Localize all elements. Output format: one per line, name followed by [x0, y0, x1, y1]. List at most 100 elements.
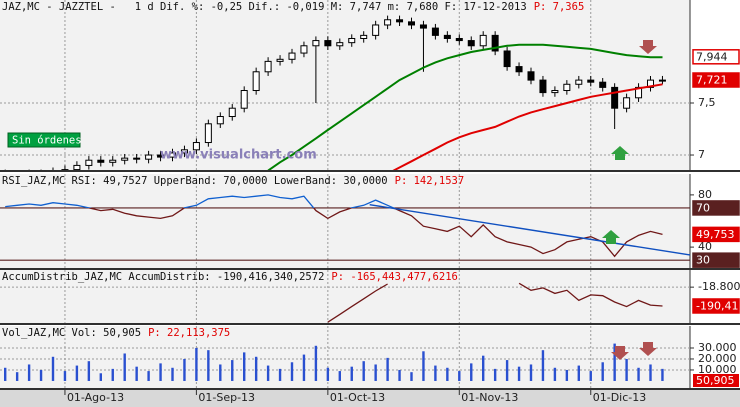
- bar: [458, 371, 461, 381]
- bar: [87, 361, 91, 381]
- arrow-down: [639, 40, 657, 54]
- bar: [338, 371, 341, 381]
- y-tick-label: 40: [698, 240, 712, 253]
- candle-body: [109, 159, 117, 163]
- panel-title-price: P: 7,365: [534, 1, 585, 13]
- candle-body: [384, 19, 392, 26]
- candle-body: [611, 86, 619, 109]
- y-tick-label: -18.800: [698, 280, 740, 293]
- candle-body: [324, 40, 332, 47]
- bar: [266, 365, 270, 381]
- panel: [0, 0, 690, 170]
- bar: [613, 343, 616, 381]
- panel: [0, 270, 690, 323]
- candle-body: [515, 66, 523, 73]
- bar: [649, 364, 652, 381]
- plot-area: [0, 174, 690, 268]
- bar: [302, 354, 306, 381]
- bar: [470, 363, 473, 381]
- panel-title-text: AccumDistrib_JAZ,MC AccumDistrib: -190,4…: [2, 271, 324, 283]
- watermark: www.visualchart.com: [160, 148, 317, 163]
- candle-body: [623, 97, 631, 109]
- panel-title: Vol_JAZ,MC Vol: 50,905 P: 22,113,375: [2, 327, 230, 339]
- candle-body: [180, 149, 188, 154]
- candle-body: [121, 157, 129, 161]
- bar: [290, 362, 294, 381]
- bar: [362, 361, 365, 381]
- candle-body: [658, 79, 666, 82]
- last-badge: [693, 374, 739, 387]
- bar: [195, 347, 198, 381]
- panel: [0, 174, 690, 268]
- bar: [111, 368, 114, 381]
- panel-title-text: JAZ,MC - JAZZTEL - 1 d Dif. %: -0,25 Dif…: [2, 1, 527, 13]
- bar: [374, 364, 377, 381]
- candle-body: [288, 52, 296, 60]
- candle-body: [443, 34, 451, 39]
- candle-body: [419, 24, 427, 29]
- bar: [183, 358, 186, 381]
- candle-body: [336, 42, 344, 47]
- y-tick-label: 30.000: [698, 341, 737, 354]
- candle-body: [61, 169, 69, 170]
- bar: [123, 353, 126, 381]
- bar: [243, 352, 246, 381]
- bar: [625, 358, 628, 381]
- candle-body: [599, 81, 607, 88]
- candle-body: [192, 142, 200, 151]
- candle-body: [455, 37, 463, 42]
- value-badge-label: 7,721: [696, 74, 728, 87]
- candle-body: [204, 123, 212, 144]
- bar: [15, 372, 19, 381]
- candle-body: [300, 45, 308, 54]
- bar: [63, 371, 67, 381]
- bar: [350, 366, 353, 381]
- candle-body: [431, 27, 439, 36]
- bar: [637, 367, 640, 381]
- candle-body: [563, 83, 571, 92]
- panel-title-price: P: -165,443,477,6216: [331, 271, 457, 283]
- bar: [254, 356, 258, 381]
- candle-body: [539, 79, 547, 94]
- candle-body: [169, 152, 176, 158]
- candle-body: [228, 107, 236, 118]
- y-tick-label: 80: [698, 188, 712, 201]
- arrow-up: [602, 230, 620, 244]
- bar: [159, 363, 162, 381]
- candle-body: [467, 40, 475, 47]
- x-axis-strip: [0, 390, 740, 407]
- bar: [326, 367, 330, 381]
- trendline: [369, 203, 690, 256]
- bar: [434, 365, 437, 381]
- bar: [529, 364, 533, 381]
- bar: [278, 368, 282, 381]
- candle-body: [408, 21, 415, 26]
- moving-average: [392, 83, 663, 170]
- y-tick-label: 10.000: [698, 363, 737, 376]
- bar: [553, 367, 557, 381]
- bar: [4, 367, 7, 381]
- bar: [505, 360, 509, 381]
- candle-body: [372, 24, 380, 36]
- value-badge-label: 30: [696, 254, 710, 267]
- candle-body: [587, 79, 595, 83]
- candle-body: [575, 79, 583, 85]
- bar: [231, 360, 234, 381]
- candle-body: [527, 71, 535, 81]
- bar: [577, 365, 580, 381]
- bar: [661, 368, 664, 381]
- bar: [51, 356, 55, 381]
- panel: [0, 326, 690, 388]
- candle-body: [73, 164, 81, 170]
- y-tick-label: 7: [698, 148, 705, 161]
- value-badge: [692, 200, 740, 216]
- bar: [99, 373, 102, 381]
- plot-area: [0, 326, 690, 388]
- panel-title-text: Vol_JAZ,MC Vol: 50,905: [2, 327, 141, 339]
- moving-average: [267, 43, 663, 170]
- bar: [517, 366, 521, 381]
- candle-body: [276, 58, 284, 62]
- candle-body: [252, 71, 260, 92]
